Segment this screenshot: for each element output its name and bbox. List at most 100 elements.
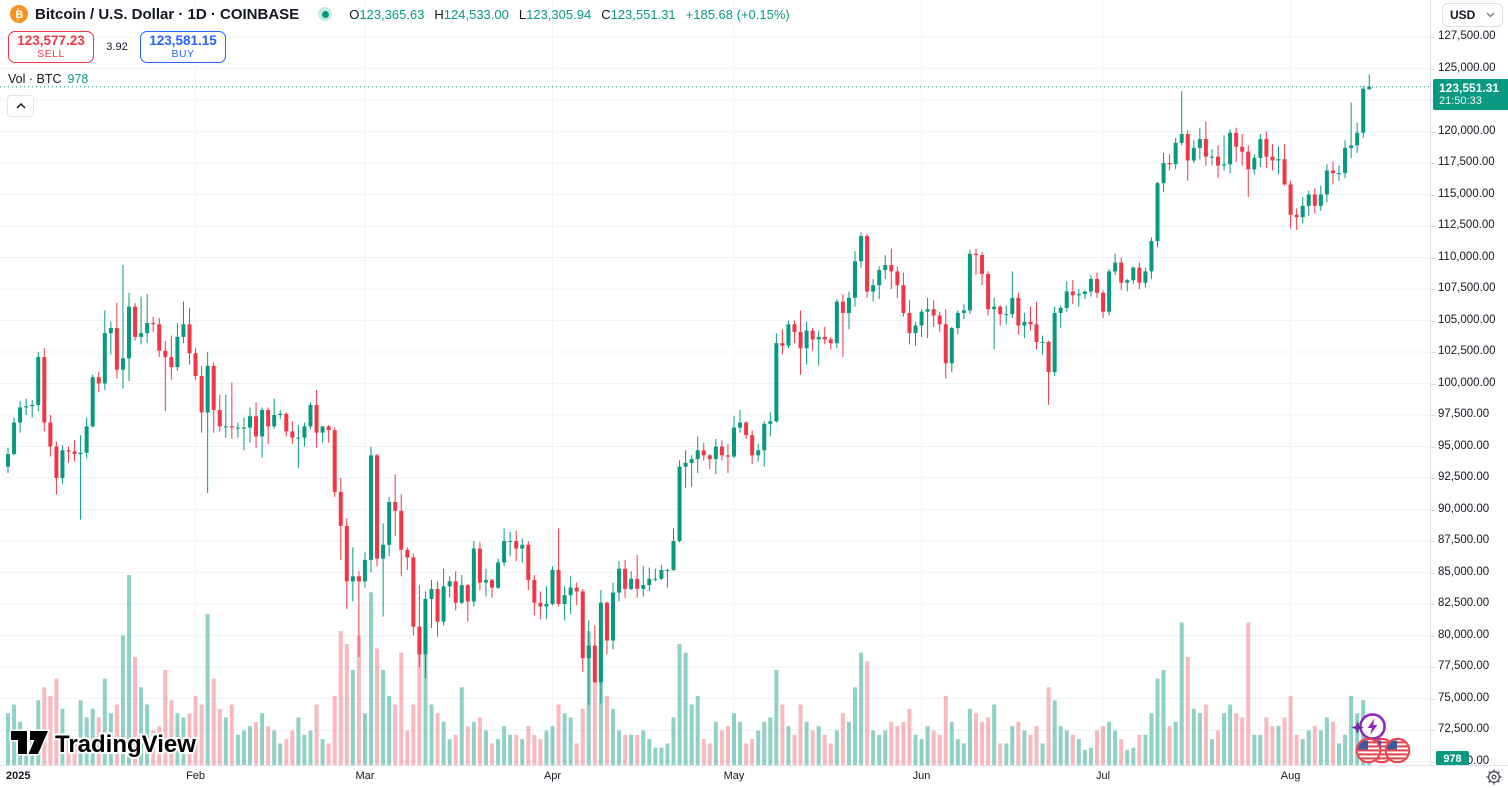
price-axis-tick xyxy=(1431,509,1435,511)
volume-bar xyxy=(344,644,349,765)
candle-body xyxy=(1288,184,1293,215)
volume-bar xyxy=(120,635,125,765)
time-axis-label: 2025 xyxy=(6,770,31,782)
volume-bar xyxy=(260,713,265,765)
volume-bar xyxy=(750,739,755,765)
candle-body xyxy=(30,404,35,407)
candle-body xyxy=(598,602,603,683)
candle-body xyxy=(1228,132,1233,165)
candle-body xyxy=(683,462,688,467)
price-axis-label: 100,000.00 xyxy=(1438,376,1496,389)
buy-price: 123,581.15 xyxy=(149,32,217,48)
tradingview-logo-text: TradingView xyxy=(55,731,196,758)
currency-selector[interactable]: USD xyxy=(1442,3,1503,27)
volume-bar xyxy=(1234,713,1239,765)
symbol-title[interactable]: Bitcoin / U.S. Dollar · 1D · COINBASE xyxy=(35,5,300,23)
volume-bar xyxy=(1246,622,1251,765)
candlestick-chart[interactable] xyxy=(0,0,1430,765)
volume-bar xyxy=(538,739,543,765)
volume-bar xyxy=(1264,717,1269,765)
price-axis-tick xyxy=(1431,761,1435,763)
candle-body xyxy=(1167,163,1172,165)
volume-bar xyxy=(955,739,960,765)
volume-bar xyxy=(653,747,658,765)
time-axis[interactable]: 2025 Feb Mar Apr May Jun Jul Aug xyxy=(0,765,1430,788)
settings-gear-icon[interactable] xyxy=(1485,768,1503,788)
candle-body xyxy=(127,306,131,359)
volume-bar xyxy=(1343,734,1348,765)
price-axis-tick xyxy=(1431,572,1435,574)
sell-button[interactable]: 123,577.23 SELL xyxy=(8,31,94,63)
volume-bar xyxy=(1167,726,1172,765)
volume-bar xyxy=(332,695,337,765)
volume-bar xyxy=(1058,726,1063,765)
volume-bar xyxy=(296,717,301,765)
price-axis-tick xyxy=(1431,541,1435,542)
candle-body xyxy=(296,437,301,439)
volume-bar xyxy=(314,704,319,765)
volume-bar xyxy=(60,708,65,765)
candle-body xyxy=(60,450,65,478)
open-label: O xyxy=(349,6,360,22)
price-axis[interactable]: USD 127,500.00125,000.00122,500.00120,00… xyxy=(1430,0,1508,767)
volume-bar xyxy=(998,743,1003,765)
candle-body xyxy=(477,548,482,583)
candle-body xyxy=(326,426,331,431)
candle-body xyxy=(133,306,138,337)
low-value: 123,305.94 xyxy=(526,6,592,22)
candle-body xyxy=(211,365,216,410)
volume-bar xyxy=(907,708,912,765)
volume-bar xyxy=(223,717,228,765)
volume-bar xyxy=(1046,687,1051,765)
volume-bar xyxy=(211,678,216,765)
candle-body xyxy=(1095,278,1099,293)
candle-body xyxy=(1149,241,1154,272)
candle-body xyxy=(913,325,918,334)
volume-bar xyxy=(151,730,156,765)
candle-body xyxy=(411,557,416,627)
candle-body xyxy=(853,261,857,298)
us-flag-event-icon[interactable] xyxy=(1355,737,1382,769)
tradingview-logo[interactable]: TradingView xyxy=(8,723,238,768)
price-axis-label: 117,500.00 xyxy=(1438,156,1495,168)
volume-bar xyxy=(465,726,470,765)
us-flag-event-icon[interactable] xyxy=(1384,737,1411,769)
volume-bar xyxy=(974,713,978,765)
volume-indicator-row[interactable]: Vol · BTC 978 xyxy=(8,72,88,86)
candle-body xyxy=(1022,321,1027,326)
volume-bar xyxy=(441,721,446,765)
candle-body xyxy=(804,330,809,349)
volume-bar xyxy=(780,704,785,765)
volume-bar xyxy=(447,739,452,765)
price-axis-label: 107,500.00 xyxy=(1438,282,1496,294)
volume-bar xyxy=(205,613,210,765)
candle-body xyxy=(986,273,991,310)
sell-price: 123,577.23 xyxy=(17,32,85,48)
candle-body xyxy=(786,324,791,346)
volume-bar xyxy=(133,657,138,765)
candle-body xyxy=(877,270,882,286)
volume-bar xyxy=(774,670,779,765)
candle-body xyxy=(1330,170,1335,174)
sell-label: SELL xyxy=(37,47,65,60)
candle-body xyxy=(435,588,440,622)
candle-body xyxy=(302,426,307,438)
candle-body xyxy=(1324,170,1329,195)
candle-body xyxy=(744,422,749,436)
volume-bar xyxy=(1070,734,1075,765)
axis-corner xyxy=(1430,765,1508,788)
volume-bar xyxy=(181,717,186,765)
volume-bar xyxy=(635,734,640,765)
candle-body xyxy=(738,422,743,428)
candle-body xyxy=(707,455,712,460)
candle-body xyxy=(102,333,107,384)
pane-collapse-button[interactable] xyxy=(7,95,34,117)
price-axis-tick xyxy=(1431,37,1435,38)
candle-body xyxy=(937,315,942,325)
current-price: 123,551.31 xyxy=(1439,80,1500,95)
volume-bar xyxy=(623,734,628,765)
candle-body xyxy=(290,431,295,438)
buy-button[interactable]: 123,581.15 BUY xyxy=(140,31,226,63)
price-axis-label: 80,000.00 xyxy=(1438,628,1490,641)
volume-bar xyxy=(877,734,882,765)
